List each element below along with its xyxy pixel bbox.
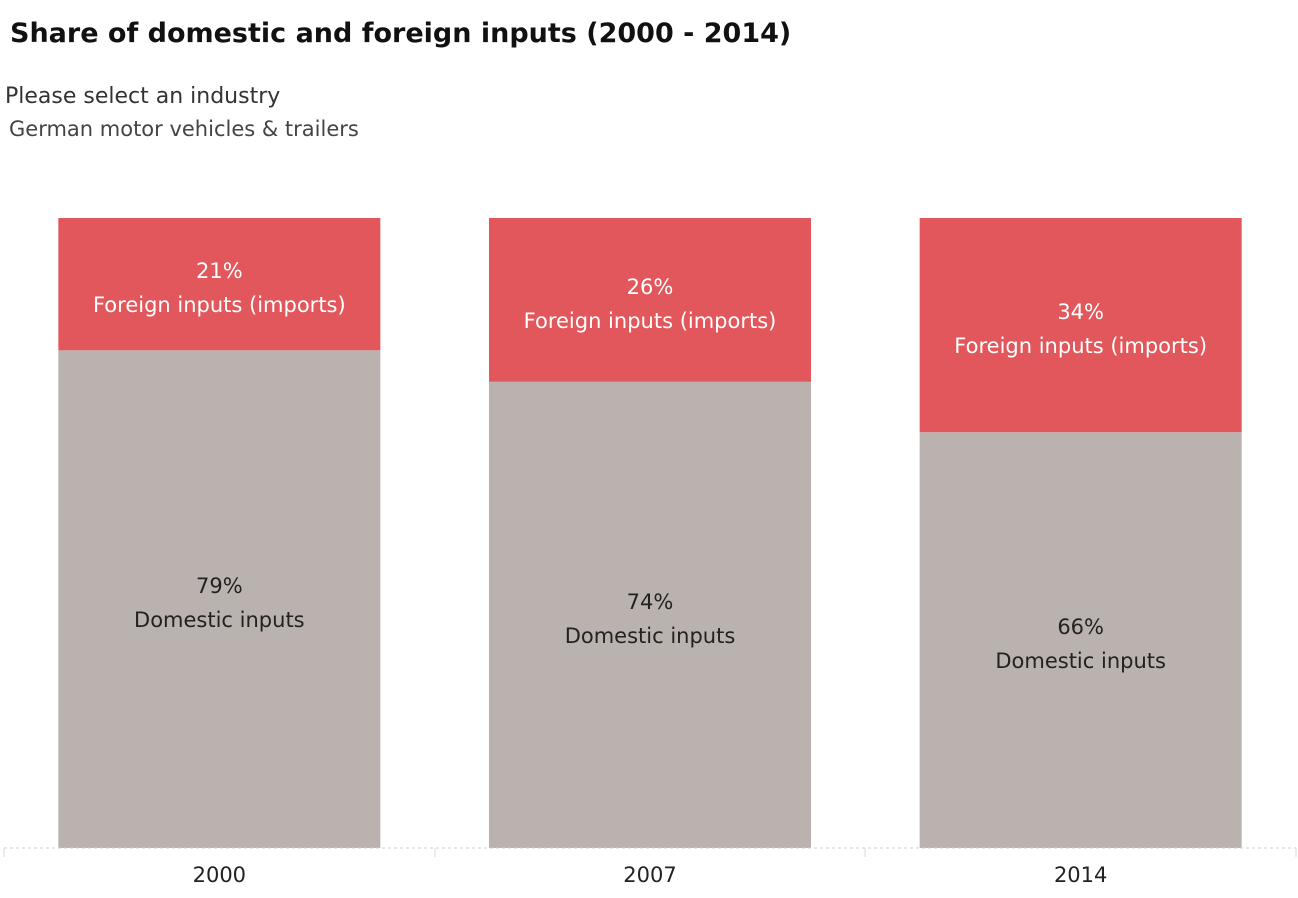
- x-tick-label-2000: 2000: [193, 863, 246, 887]
- data-label-value-foreign-inputs-imports-2014: 34%: [1057, 300, 1104, 324]
- bar-segment-domestic-inputs-2014[interactable]: [919, 432, 1242, 848]
- data-label-series-foreign-inputs-imports-2014: Foreign inputs (imports): [954, 334, 1207, 358]
- data-label-series-foreign-inputs-imports-2007: Foreign inputs (imports): [524, 309, 777, 333]
- chart-title: Share of domestic and foreign inputs (20…: [10, 18, 792, 49]
- data-label-value-foreign-inputs-imports-2007: 26%: [627, 275, 674, 299]
- bar-segment-foreign-inputs-imports-2000[interactable]: [58, 218, 381, 351]
- bar-segment-domestic-inputs-2000[interactable]: [58, 350, 381, 848]
- x-axis: 2000 2007 2014: [3, 847, 1297, 887]
- bar-segment-domestic-inputs-2007[interactable]: [489, 381, 811, 848]
- data-label-value-domestic-inputs-2000: 79%: [196, 574, 243, 598]
- data-label-series-domestic-inputs-2000: Domestic inputs: [134, 608, 305, 632]
- industry-filter-label: Please select an industry: [5, 84, 281, 109]
- data-label-series-domestic-inputs-2014: Domestic inputs: [995, 649, 1166, 673]
- bars-group: 79% Domestic inputs 21% Foreign inputs (imp…: [58, 218, 1242, 848]
- data-label-value-domestic-inputs-2014: 66%: [1057, 615, 1104, 639]
- data-label-series-foreign-inputs-imports-2000: Foreign inputs (imports): [93, 293, 346, 317]
- data-label-value-domestic-inputs-2007: 74%: [627, 590, 674, 614]
- bar-segment-foreign-inputs-imports-2014[interactable]: [919, 218, 1242, 433]
- data-label-series-domestic-inputs-2007: Domestic inputs: [565, 624, 736, 648]
- bar-segment-foreign-inputs-imports-2007[interactable]: [489, 218, 811, 382]
- data-label-value-foreign-inputs-imports-2000: 21%: [196, 259, 243, 283]
- industry-filter-value[interactable]: German motor vehicles & trailers: [9, 117, 359, 141]
- x-tick-label-2007: 2007: [623, 863, 676, 887]
- x-tick-label-2014: 2014: [1054, 863, 1107, 887]
